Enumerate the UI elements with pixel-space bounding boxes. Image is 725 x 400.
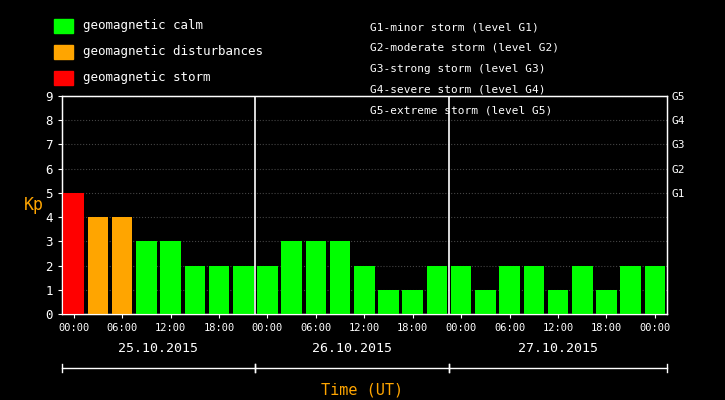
Bar <box>136 241 157 314</box>
Text: G5-extreme storm (level G5): G5-extreme storm (level G5) <box>370 105 552 115</box>
Bar <box>354 266 375 314</box>
Bar <box>548 290 568 314</box>
Bar <box>64 193 84 314</box>
Bar <box>500 266 520 314</box>
Bar <box>572 266 592 314</box>
Text: G3-strong storm (level G3): G3-strong storm (level G3) <box>370 64 545 74</box>
Bar <box>523 266 544 314</box>
Bar <box>621 266 641 314</box>
Text: G2-moderate storm (level G2): G2-moderate storm (level G2) <box>370 43 559 53</box>
Text: Time (UT): Time (UT) <box>321 382 404 398</box>
Text: geomagnetic calm: geomagnetic calm <box>83 20 204 32</box>
Bar <box>257 266 278 314</box>
Bar <box>596 290 617 314</box>
Bar <box>112 217 133 314</box>
Text: 27.10.2015: 27.10.2015 <box>518 342 598 354</box>
Bar <box>160 241 181 314</box>
Bar <box>330 241 350 314</box>
Text: G4-severe storm (level G4): G4-severe storm (level G4) <box>370 84 545 94</box>
Bar <box>88 217 108 314</box>
Y-axis label: Kp: Kp <box>24 196 44 214</box>
Bar <box>209 266 229 314</box>
Text: geomagnetic storm: geomagnetic storm <box>83 72 211 84</box>
Bar <box>475 290 496 314</box>
Bar <box>645 266 665 314</box>
Text: 26.10.2015: 26.10.2015 <box>312 342 392 354</box>
Bar <box>306 241 326 314</box>
Bar <box>185 266 205 314</box>
Text: 25.10.2015: 25.10.2015 <box>118 342 199 354</box>
Bar <box>233 266 254 314</box>
Bar <box>402 290 423 314</box>
Bar <box>427 266 447 314</box>
Bar <box>281 241 302 314</box>
Bar <box>378 290 399 314</box>
Text: geomagnetic disturbances: geomagnetic disturbances <box>83 46 263 58</box>
Bar <box>451 266 471 314</box>
Text: G1-minor storm (level G1): G1-minor storm (level G1) <box>370 22 539 32</box>
